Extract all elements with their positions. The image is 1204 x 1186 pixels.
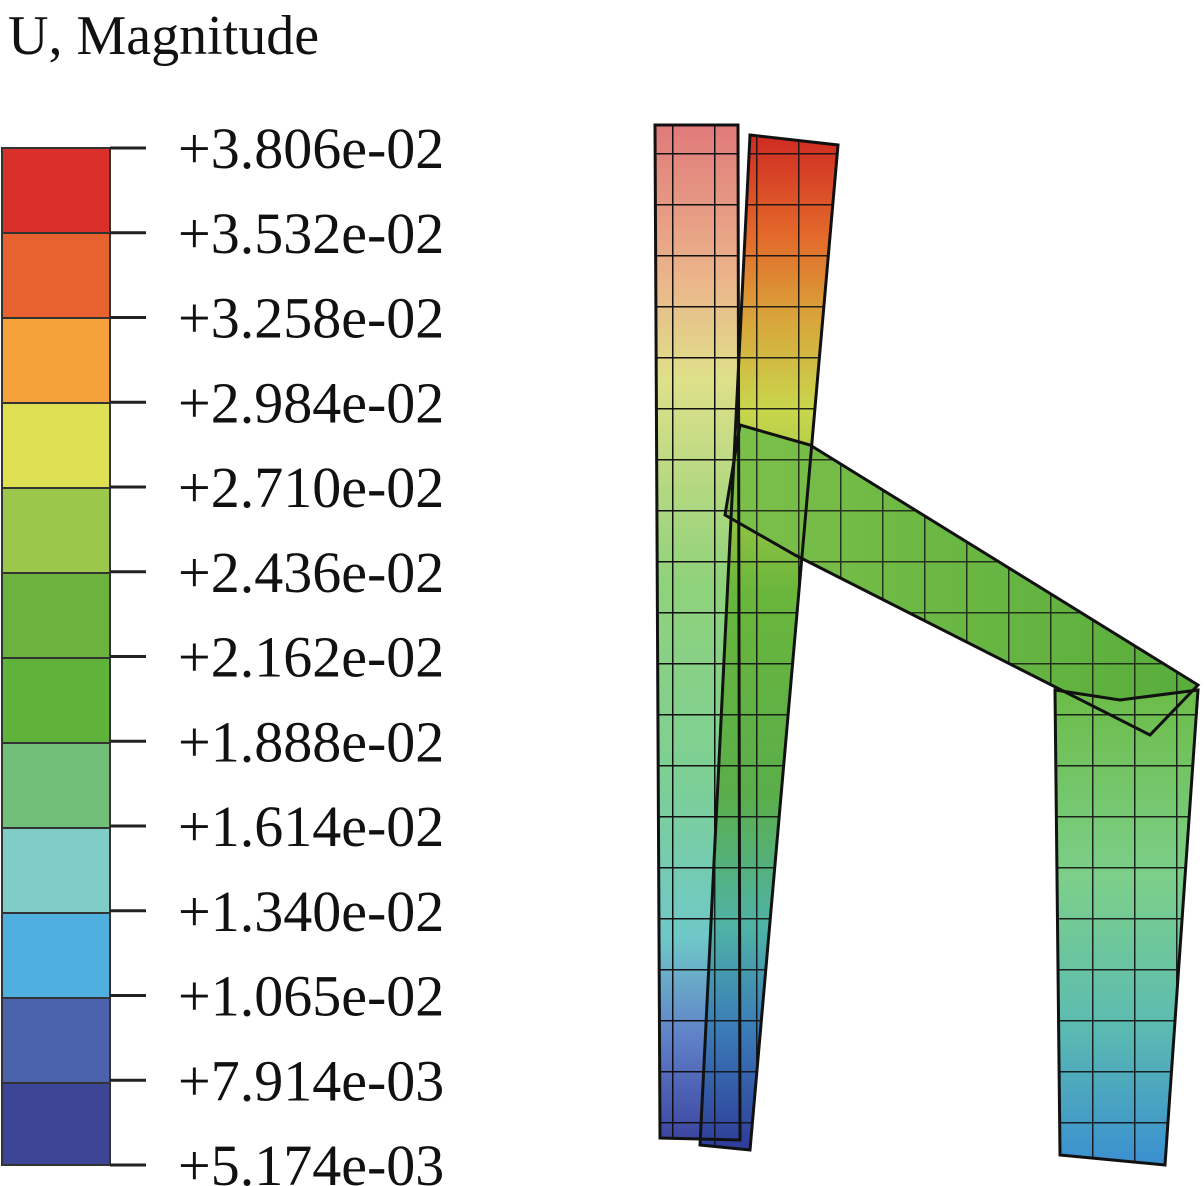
legend-label: +2.162e-02 [178,625,444,690]
legend-band [1,1082,111,1166]
legend: +3.806e-02 +3.532e-02 +3.258e-02 +2.984e-02… [1,116,444,1186]
legend-band [1,742,111,829]
legend-label: +2.710e-02 [178,455,444,520]
legend-label: +3.532e-02 [178,201,444,266]
legend-band [1,147,111,234]
legend-band [1,572,111,659]
legend-label: +3.258e-02 [178,286,444,351]
legend-band [1,997,111,1084]
legend-label: +2.984e-02 [178,370,444,435]
legend-label: +1.614e-02 [178,794,444,859]
outline [653,123,742,1142]
legend-band [1,657,111,744]
legend-label: +1.888e-02 [178,709,444,774]
outline [1053,688,1200,1167]
fem-model [653,123,1201,1167]
legend-band [1,402,111,489]
outline [723,423,1201,737]
right-column-mesh [1055,690,1198,1165]
tilted-column-mesh [700,135,838,1150]
legend-band [1,827,111,914]
legend-label: +1.065e-02 [178,964,444,1029]
legend-band [1,232,111,319]
beam-mesh [725,425,1198,735]
legend-band [1,317,111,404]
legend-label: +7.914e-03 [178,1048,444,1113]
outline [698,133,840,1152]
legend-band [1,912,111,999]
legend-label: +1.340e-02 [178,879,444,944]
legend-label: +2.436e-02 [178,540,444,605]
legend-band [1,487,111,574]
title: U, Magnitude [8,5,319,67]
legend-label: +5.174e-03 [178,1133,444,1186]
legend-label: +3.806e-02 [178,116,444,181]
